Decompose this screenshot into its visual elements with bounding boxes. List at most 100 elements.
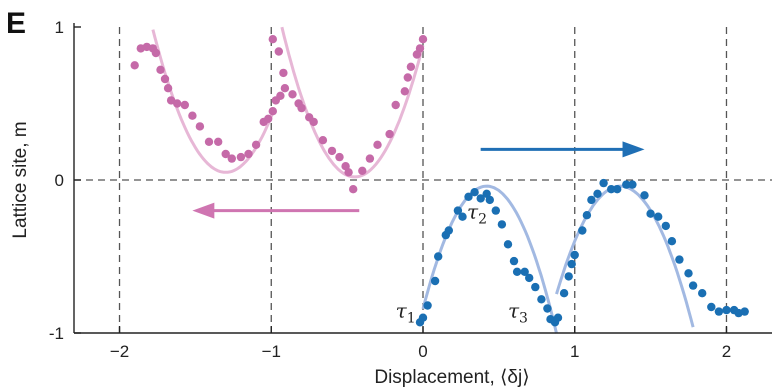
blue-data-point: [688, 281, 698, 290]
pink-data-point: [385, 129, 394, 139]
pink-data-point: [204, 137, 214, 146]
pink-data-point: [297, 103, 306, 113]
pink-data-point: [151, 48, 161, 58]
pink-data-point: [349, 185, 358, 194]
y-tick-label: 1: [55, 18, 64, 37]
blue-data-point: [582, 211, 592, 220]
pink-data-point: [279, 68, 288, 78]
blue-data-point: [543, 304, 552, 313]
blue-data-point: [430, 276, 440, 286]
pink-data-point: [365, 154, 375, 163]
pink-data-point: [280, 84, 290, 93]
blue-data-point: [646, 209, 655, 218]
tau-annotation: τ3: [508, 299, 528, 327]
arrows: [192, 141, 645, 219]
blue-data-point: [470, 188, 479, 197]
blue-data-point: [453, 206, 463, 215]
blue-data-point: [622, 180, 631, 189]
blue-data-point: [564, 272, 573, 281]
blue-data-point: [559, 289, 569, 298]
pink-data-point: [309, 117, 318, 127]
x-tick-label: −2: [110, 342, 129, 361]
pink-data-point: [156, 65, 165, 75]
blue-data-point: [531, 282, 540, 292]
blue-data-point: [464, 192, 473, 201]
blue-data-point: [520, 267, 529, 276]
blue-data-point: [553, 313, 563, 322]
pink-data-point: [221, 149, 230, 159]
right-arrow-head: [622, 141, 645, 158]
blue-data-point: [675, 255, 684, 264]
pink-data-point: [358, 166, 367, 175]
blue-fit-curve: [421, 184, 558, 334]
pink-data-point: [227, 154, 236, 163]
blue-data-point: [497, 220, 507, 229]
pink-data-point: [180, 100, 189, 110]
pink-data-point: [160, 74, 170, 84]
blue-data-point: [458, 212, 467, 221]
pink-data-point: [195, 122, 205, 131]
pink-data-point: [251, 140, 261, 149]
blue-data-point: [628, 180, 637, 189]
blue-data-point: [607, 185, 616, 194]
blue-data-point: [640, 191, 649, 200]
blue-data-point: [613, 185, 622, 194]
blue-data-point: [509, 256, 519, 266]
axes: −2 −1 0 1 2 -1 0 1: [49, 18, 772, 361]
x-axis-label: Displacement, ⟨δj⟩: [374, 367, 529, 388]
pink-data-point: [327, 146, 337, 156]
pink-data-point: [274, 47, 283, 56]
pink-data-point: [268, 107, 277, 116]
x-tick-label: 0: [418, 342, 427, 361]
pink-data-point: [268, 35, 277, 44]
pink-data-point: [236, 152, 246, 162]
annotations: τ1 τ2 τ3: [396, 199, 528, 326]
blue-data-point: [434, 252, 443, 261]
blue-data-point: [722, 305, 731, 315]
blue-data-point: [740, 307, 749, 316]
data-points: [130, 35, 749, 327]
pink-data-point: [244, 149, 253, 159]
blue-data-point: [587, 195, 596, 205]
blue-data-point: [707, 302, 716, 312]
pink-data-point: [418, 35, 428, 44]
labels: E Displacement, ⟨δj⟩ Lattice site, m: [6, 7, 530, 388]
pink-data-point: [288, 90, 297, 99]
blue-data-point: [599, 178, 608, 188]
blue-data-point: [654, 212, 663, 221]
blue-data-point: [698, 289, 707, 298]
y-axis-label: Lattice site, m: [10, 121, 31, 238]
y-tick-label: -1: [49, 324, 64, 343]
y-tick-label: 0: [55, 171, 64, 190]
pink-data-point: [188, 111, 197, 120]
pink-data-point: [276, 91, 285, 101]
blue-data-point: [418, 313, 428, 322]
pink-data-point: [335, 152, 344, 162]
x-tick-label: 1: [570, 342, 579, 361]
pink-data-point: [344, 168, 353, 177]
blue-data-point: [537, 295, 546, 304]
pink-data-point: [163, 84, 173, 93]
blue-data-point: [503, 240, 513, 249]
blue-data-point: [423, 301, 432, 310]
blue-data-point: [667, 237, 677, 246]
tau-annotation: τ1: [396, 299, 416, 327]
blue-data-point: [485, 195, 494, 205]
panel-label: E: [6, 7, 26, 40]
blue-data-point: [593, 189, 602, 198]
blue-data-point: [491, 206, 500, 215]
blue-data-point: [684, 269, 693, 278]
blue-data-point: [567, 259, 576, 269]
pink-data-point: [415, 44, 425, 53]
pink-data-point: [406, 62, 416, 71]
left-arrow-head: [192, 202, 215, 219]
pink-data-point: [373, 140, 382, 149]
blue-data-point: [570, 250, 579, 260]
pink-data-point: [173, 99, 182, 108]
pink-data-point: [264, 114, 273, 124]
blue-data-point: [714, 307, 724, 316]
pink-data-point: [130, 61, 139, 70]
x-tick-label: 2: [722, 342, 731, 361]
x-tick-label: −1: [262, 342, 281, 361]
